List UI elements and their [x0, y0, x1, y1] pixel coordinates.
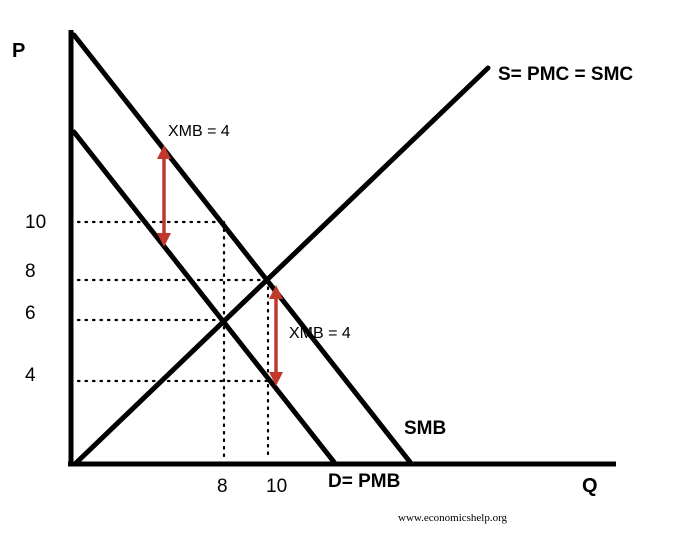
x-tick-label: 10: [266, 476, 287, 497]
xmb-label-upper: XMB = 4: [168, 123, 230, 140]
y-tick-label: 8: [25, 261, 36, 282]
y-axis-label: P: [12, 40, 25, 62]
x-tick-label: 8: [217, 476, 228, 497]
supply-curve: [73, 65, 491, 466]
y-tick-label: 6: [25, 303, 36, 324]
xmb-label-lower: XMB = 4: [289, 325, 351, 342]
y-tick-label: 10: [25, 212, 46, 233]
smb-curve: [71, 32, 413, 465]
smb-curve-label: SMB: [404, 418, 446, 439]
demand-curve: [71, 129, 337, 465]
supply-curve-label: S= PMC = SMC: [498, 64, 633, 85]
y-tick-label: 4: [25, 365, 36, 386]
x-axis-label: Q: [582, 475, 598, 497]
source-credit: www.economicshelp.org: [398, 512, 508, 524]
demand-curve-label: D= PMB: [328, 471, 400, 492]
